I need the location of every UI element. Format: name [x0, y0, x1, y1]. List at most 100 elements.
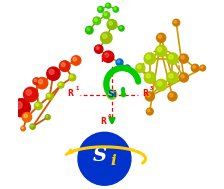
Circle shape: [46, 115, 48, 117]
Circle shape: [78, 132, 131, 185]
Circle shape: [181, 74, 184, 78]
Circle shape: [22, 112, 32, 122]
Circle shape: [95, 45, 103, 53]
Circle shape: [104, 13, 107, 15]
Circle shape: [193, 66, 196, 68]
Circle shape: [103, 51, 114, 62]
Circle shape: [24, 87, 38, 102]
Text: 3: 3: [150, 86, 153, 91]
Circle shape: [174, 20, 177, 23]
Text: S: S: [93, 147, 107, 166]
Circle shape: [47, 94, 50, 97]
Circle shape: [116, 59, 123, 66]
Circle shape: [61, 63, 65, 67]
Circle shape: [146, 55, 150, 59]
Circle shape: [200, 65, 206, 71]
Circle shape: [15, 102, 22, 109]
Text: 4: 4: [108, 114, 112, 119]
Circle shape: [113, 7, 118, 12]
Circle shape: [137, 65, 141, 68]
Circle shape: [168, 92, 177, 101]
Circle shape: [103, 34, 107, 38]
Circle shape: [148, 109, 150, 112]
Circle shape: [201, 66, 203, 68]
Circle shape: [36, 77, 48, 89]
Circle shape: [173, 19, 180, 26]
Circle shape: [157, 47, 162, 52]
Circle shape: [136, 64, 145, 73]
Circle shape: [155, 45, 167, 57]
Circle shape: [33, 78, 40, 85]
Circle shape: [99, 7, 101, 10]
Circle shape: [114, 8, 116, 10]
Circle shape: [59, 61, 70, 71]
Text: R: R: [101, 117, 106, 126]
Circle shape: [34, 102, 42, 110]
Circle shape: [87, 28, 90, 31]
Circle shape: [104, 53, 109, 57]
Circle shape: [59, 83, 61, 85]
Circle shape: [158, 35, 162, 38]
Circle shape: [70, 75, 73, 78]
Circle shape: [146, 108, 153, 115]
Text: R: R: [101, 55, 106, 64]
Circle shape: [107, 4, 108, 6]
Circle shape: [167, 53, 178, 64]
Circle shape: [170, 93, 173, 97]
Circle shape: [26, 90, 31, 95]
Circle shape: [179, 73, 188, 82]
Circle shape: [86, 26, 93, 34]
Text: R: R: [142, 89, 148, 98]
Circle shape: [24, 114, 27, 118]
Text: Si: Si: [107, 90, 117, 99]
Circle shape: [124, 65, 130, 71]
Circle shape: [47, 67, 60, 80]
Circle shape: [73, 57, 77, 61]
Text: i: i: [110, 154, 116, 168]
Circle shape: [125, 66, 127, 68]
Circle shape: [93, 17, 101, 25]
Circle shape: [157, 81, 162, 86]
Circle shape: [169, 74, 173, 78]
Circle shape: [34, 79, 37, 82]
Circle shape: [109, 21, 112, 25]
Circle shape: [144, 72, 155, 83]
Text: 2: 2: [108, 52, 112, 57]
Circle shape: [119, 26, 124, 31]
Circle shape: [106, 3, 111, 8]
Circle shape: [21, 126, 26, 131]
Circle shape: [181, 56, 184, 59]
Circle shape: [117, 60, 120, 63]
Circle shape: [22, 127, 23, 129]
Circle shape: [120, 27, 122, 29]
Circle shape: [145, 92, 154, 101]
Circle shape: [45, 115, 50, 120]
Circle shape: [46, 93, 53, 100]
Circle shape: [109, 91, 113, 95]
Circle shape: [157, 33, 166, 42]
Circle shape: [49, 69, 54, 74]
Circle shape: [101, 32, 112, 43]
Circle shape: [30, 124, 35, 129]
Circle shape: [38, 79, 43, 84]
Circle shape: [147, 93, 150, 97]
Circle shape: [167, 72, 178, 83]
Circle shape: [107, 20, 117, 29]
Circle shape: [144, 53, 155, 64]
Circle shape: [107, 90, 117, 99]
Circle shape: [169, 55, 173, 59]
Circle shape: [69, 74, 76, 81]
Circle shape: [71, 56, 81, 65]
Circle shape: [191, 64, 199, 72]
Text: R: R: [67, 89, 73, 98]
Circle shape: [146, 74, 150, 78]
Circle shape: [12, 99, 30, 117]
Circle shape: [98, 6, 104, 12]
Circle shape: [155, 79, 167, 91]
Circle shape: [96, 46, 99, 50]
Circle shape: [31, 125, 33, 127]
Circle shape: [94, 18, 97, 21]
Circle shape: [179, 54, 188, 63]
Circle shape: [103, 12, 110, 19]
Circle shape: [36, 103, 39, 106]
